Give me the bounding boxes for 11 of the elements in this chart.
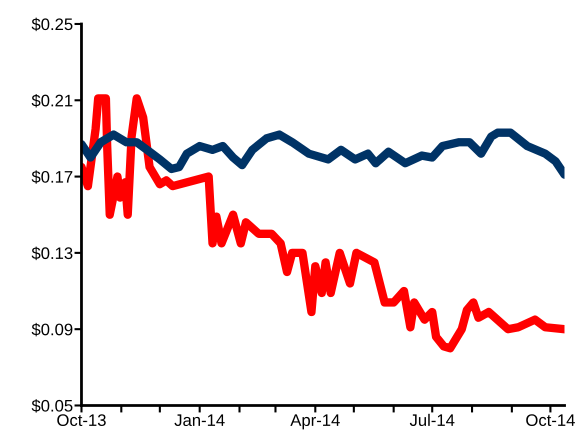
x-tick-label: Oct-14 <box>526 414 575 426</box>
x-tick-label: Oct-13 <box>57 414 106 426</box>
y-tick-label: $0.17 <box>32 170 72 184</box>
x-tick-label: Jul-14 <box>410 414 454 426</box>
y-tick-label: $0.25 <box>32 18 72 32</box>
y-tick-label: $0.13 <box>32 246 72 260</box>
y-tick-label: $0.05 <box>32 399 72 413</box>
y-tick-label: $0.21 <box>32 94 72 108</box>
x-tick-label: Jan-14 <box>174 414 225 426</box>
y-tick-label: $0.09 <box>32 322 72 336</box>
x-tick-label: Apr-14 <box>290 414 340 430</box>
